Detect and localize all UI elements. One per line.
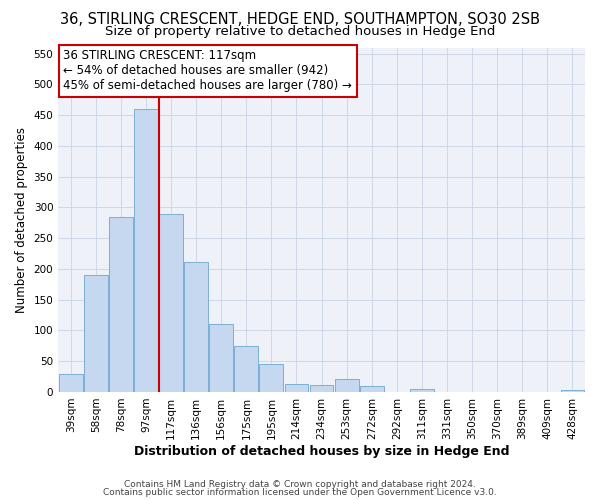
Text: 36 STIRLING CRESCENT: 117sqm
← 54% of detached houses are smaller (942)
45% of s: 36 STIRLING CRESCENT: 117sqm ← 54% of de…: [64, 49, 352, 92]
Bar: [59, 374, 83, 392]
Bar: [159, 214, 183, 392]
Text: 36, STIRLING CRESCENT, HEDGE END, SOUTHAMPTON, SO30 2SB: 36, STIRLING CRESCENT, HEDGE END, SOUTHA…: [60, 12, 540, 28]
X-axis label: Distribution of detached houses by size in Hedge End: Distribution of detached houses by size …: [134, 444, 509, 458]
Bar: [360, 386, 383, 392]
Y-axis label: Number of detached properties: Number of detached properties: [15, 126, 28, 312]
Bar: [284, 384, 308, 392]
Text: Size of property relative to detached houses in Hedge End: Size of property relative to detached ho…: [105, 25, 495, 38]
Bar: [335, 379, 359, 392]
Bar: [184, 262, 208, 392]
Text: Contains public sector information licensed under the Open Government Licence v3: Contains public sector information licen…: [103, 488, 497, 497]
Bar: [410, 389, 434, 392]
Bar: [84, 275, 108, 392]
Bar: [134, 109, 158, 392]
Bar: [310, 384, 334, 392]
Bar: [235, 346, 258, 392]
Bar: [560, 390, 584, 392]
Text: Contains HM Land Registry data © Crown copyright and database right 2024.: Contains HM Land Registry data © Crown c…: [124, 480, 476, 489]
Bar: [109, 216, 133, 392]
Bar: [259, 364, 283, 392]
Bar: [209, 324, 233, 392]
